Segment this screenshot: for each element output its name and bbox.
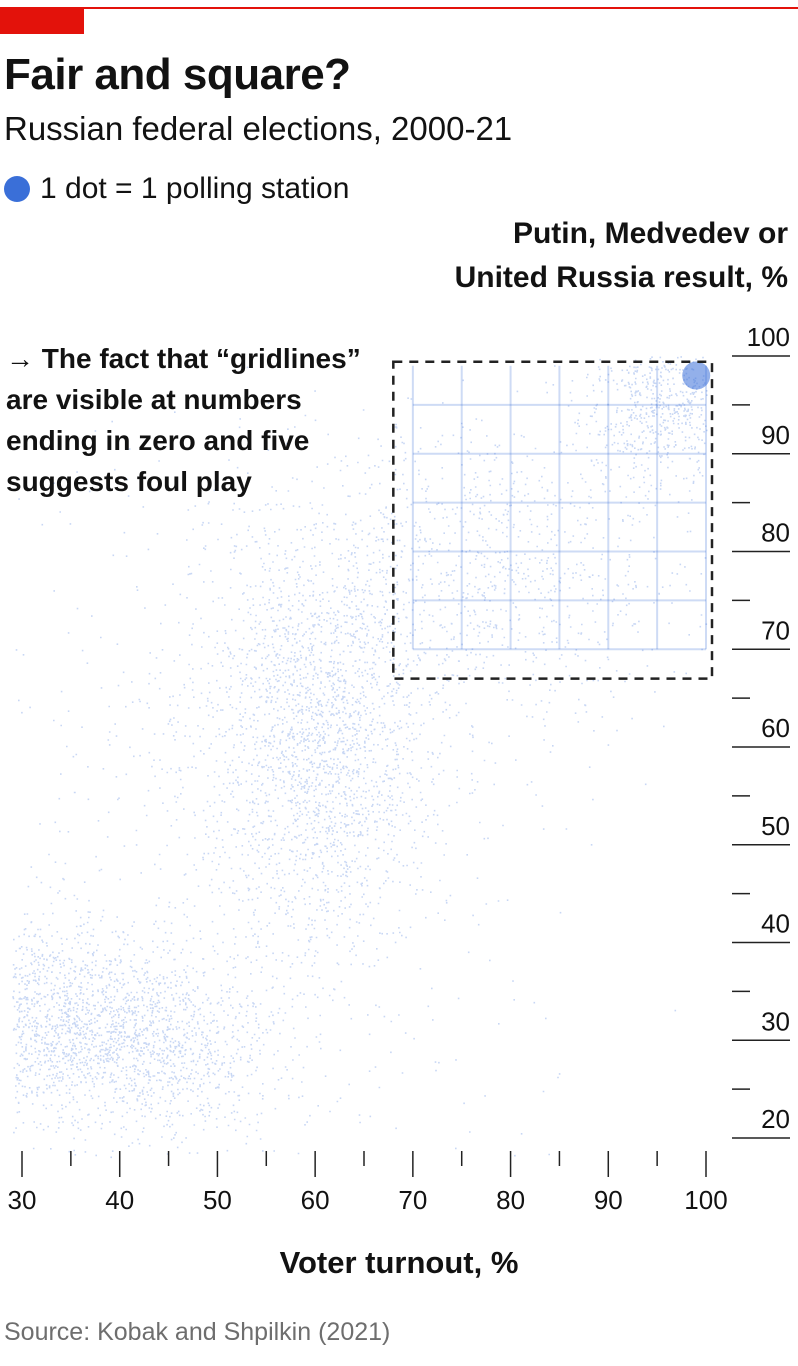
highlight-box bbox=[392, 360, 714, 680]
annotation-text: → The fact that “gridlines” are visible … bbox=[6, 343, 361, 497]
highlight-box-layer bbox=[392, 360, 714, 680]
chart-subtitle: Russian federal elections, 2000-21 bbox=[4, 110, 513, 147]
legend: 1 dot = 1 polling station bbox=[4, 172, 349, 206]
source-note: Source: Kobak and Shpilkin (2021) bbox=[4, 1318, 391, 1346]
x-tick-label-100: 100 bbox=[684, 1185, 727, 1215]
y-tick-label-80: 80 bbox=[761, 518, 790, 548]
axis-layer: 20 30 40 50 60 70 80 90 100 30 40 50 60 70 80 90 100 bbox=[8, 322, 790, 1215]
y-tick-label-70: 70 bbox=[761, 615, 790, 645]
x-tick-label-90: 90 bbox=[594, 1185, 623, 1215]
top-accent-rule bbox=[0, 7, 798, 9]
y-tick-label-90: 90 bbox=[761, 420, 790, 450]
y-tick-label-30: 30 bbox=[761, 1006, 790, 1036]
y-axis-title: Putin, Medvedev or United Russia result,… bbox=[455, 212, 788, 300]
chart-title: Fair and square? bbox=[4, 50, 351, 99]
x-tick-label-40: 40 bbox=[105, 1185, 134, 1215]
y-tick-label-60: 60 bbox=[761, 713, 790, 743]
legend-label: 1 dot = 1 polling station bbox=[40, 172, 350, 205]
x-axis-title: Voter turnout, % bbox=[279, 1245, 519, 1280]
x-tick-label-30: 30 bbox=[8, 1185, 37, 1215]
x-tick-label-60: 60 bbox=[301, 1185, 330, 1215]
y-axis-title-line-1: Putin, Medvedev or bbox=[512, 217, 788, 250]
y-tick-label-50: 50 bbox=[761, 811, 790, 841]
hotspot-100 bbox=[682, 361, 711, 390]
legend-dot-icon bbox=[4, 176, 30, 202]
top-accent-tag bbox=[0, 9, 84, 34]
y-axis-title-line-2: United Russia result, % bbox=[454, 261, 788, 294]
artifact-grid-layer bbox=[411, 361, 711, 651]
x-tick-label-70: 70 bbox=[398, 1185, 427, 1215]
x-tick-label-50: 50 bbox=[203, 1185, 232, 1215]
x-tick-label-80: 80 bbox=[496, 1185, 525, 1215]
y-tick-label-40: 40 bbox=[761, 909, 790, 939]
y-tick-label-100: 100 bbox=[747, 322, 790, 352]
y-tick-label-20: 20 bbox=[761, 1104, 790, 1134]
